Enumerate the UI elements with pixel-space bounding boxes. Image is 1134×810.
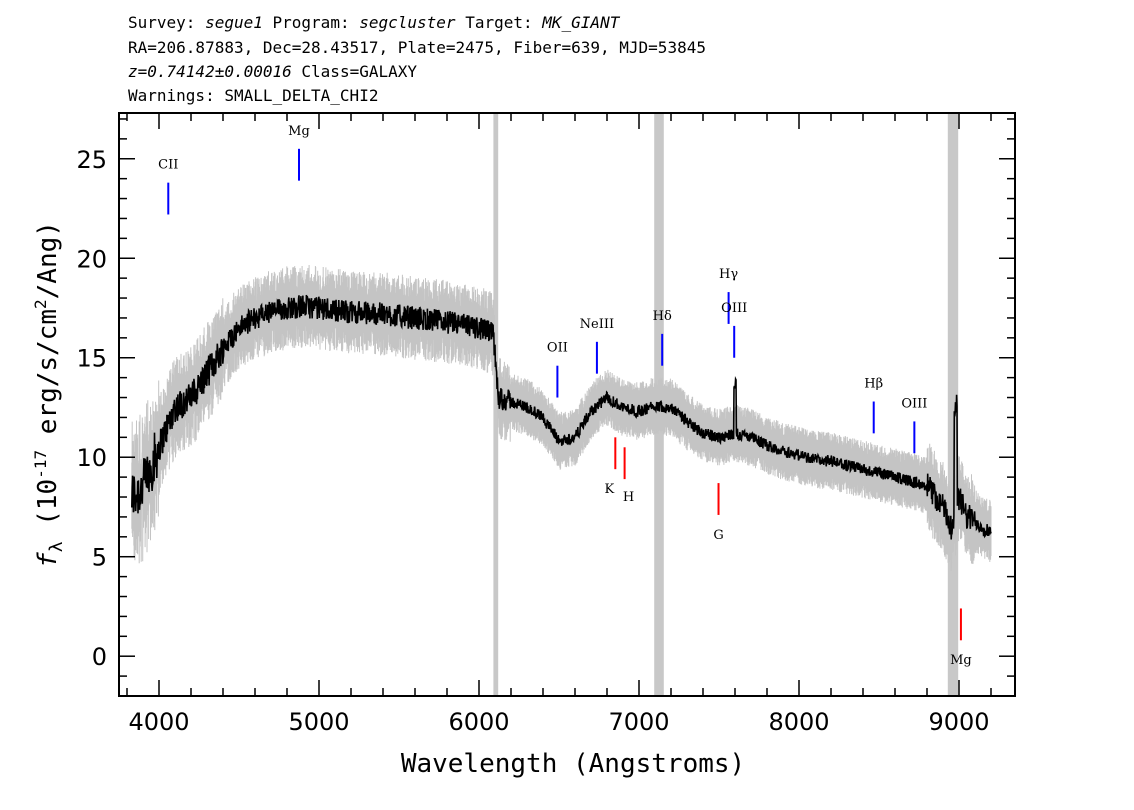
y-tick-label: 0 bbox=[92, 643, 107, 671]
header-line-3: z=0.74142±0.00016 Class=GALAXY bbox=[128, 61, 417, 83]
absorption-line-label: K bbox=[604, 482, 614, 497]
x-axis-label: Wavelength (Angstroms) bbox=[401, 749, 745, 779]
x-tick-label: 8000 bbox=[768, 708, 829, 736]
emission-line-label: OIII bbox=[901, 396, 927, 411]
class-value: Class=GALAXY bbox=[301, 62, 417, 81]
survey-label: Survey: bbox=[128, 13, 196, 32]
x-tick-label: 6000 bbox=[448, 708, 509, 736]
program-value: segcluster bbox=[359, 13, 456, 32]
absorption-line-label: Mg bbox=[950, 653, 972, 668]
y-tick-label: 15 bbox=[76, 345, 107, 373]
header-line-4: Warnings: SMALL_DELTA_CHI2 bbox=[128, 86, 379, 105]
target-value: MK_GIANT bbox=[542, 13, 620, 32]
redshift-value: z=0.74142±0.00016 bbox=[128, 62, 292, 81]
emission-line-label: OII bbox=[547, 341, 568, 356]
header-line-1: Survey: segue1 Program: segcluster Targe… bbox=[128, 12, 619, 34]
absorption-line-label: H bbox=[623, 490, 634, 505]
absorption-line-label: G bbox=[713, 528, 723, 543]
plot-frame bbox=[118, 112, 1016, 697]
y-tick-label: 25 bbox=[76, 146, 107, 174]
emission-line-label: Hβ bbox=[864, 377, 883, 392]
flux-line bbox=[131, 294, 992, 540]
header-line-2: RA=206.87883, Dec=28.43517, Plate=2475, … bbox=[128, 38, 706, 57]
emission-line-label: Hγ bbox=[719, 267, 738, 282]
target-label: Target: bbox=[465, 13, 533, 32]
y-axis-label: fλ (10-17 erg/s/cm2/Ang) bbox=[31, 221, 67, 568]
emission-line-label: Mg bbox=[288, 124, 310, 139]
y-tick-label: 5 bbox=[92, 544, 107, 572]
x-tick-label: 5000 bbox=[288, 708, 349, 736]
emission-line-label: CII bbox=[158, 158, 178, 173]
masked-region bbox=[493, 113, 499, 696]
emission-line-label: NeIII bbox=[580, 317, 614, 332]
y-tick-label: 20 bbox=[76, 245, 107, 273]
y-tick-label: 10 bbox=[76, 444, 107, 472]
survey-value: segue1 bbox=[205, 13, 263, 32]
x-tick-label: 7000 bbox=[608, 708, 669, 736]
x-tick-label: 4000 bbox=[128, 708, 189, 736]
program-label: Program: bbox=[272, 13, 350, 32]
masked-region bbox=[947, 113, 959, 696]
x-tick-label: 9000 bbox=[928, 708, 989, 736]
emission-line-label: OIII bbox=[721, 301, 747, 316]
emission-line-label: Hδ bbox=[653, 309, 672, 324]
